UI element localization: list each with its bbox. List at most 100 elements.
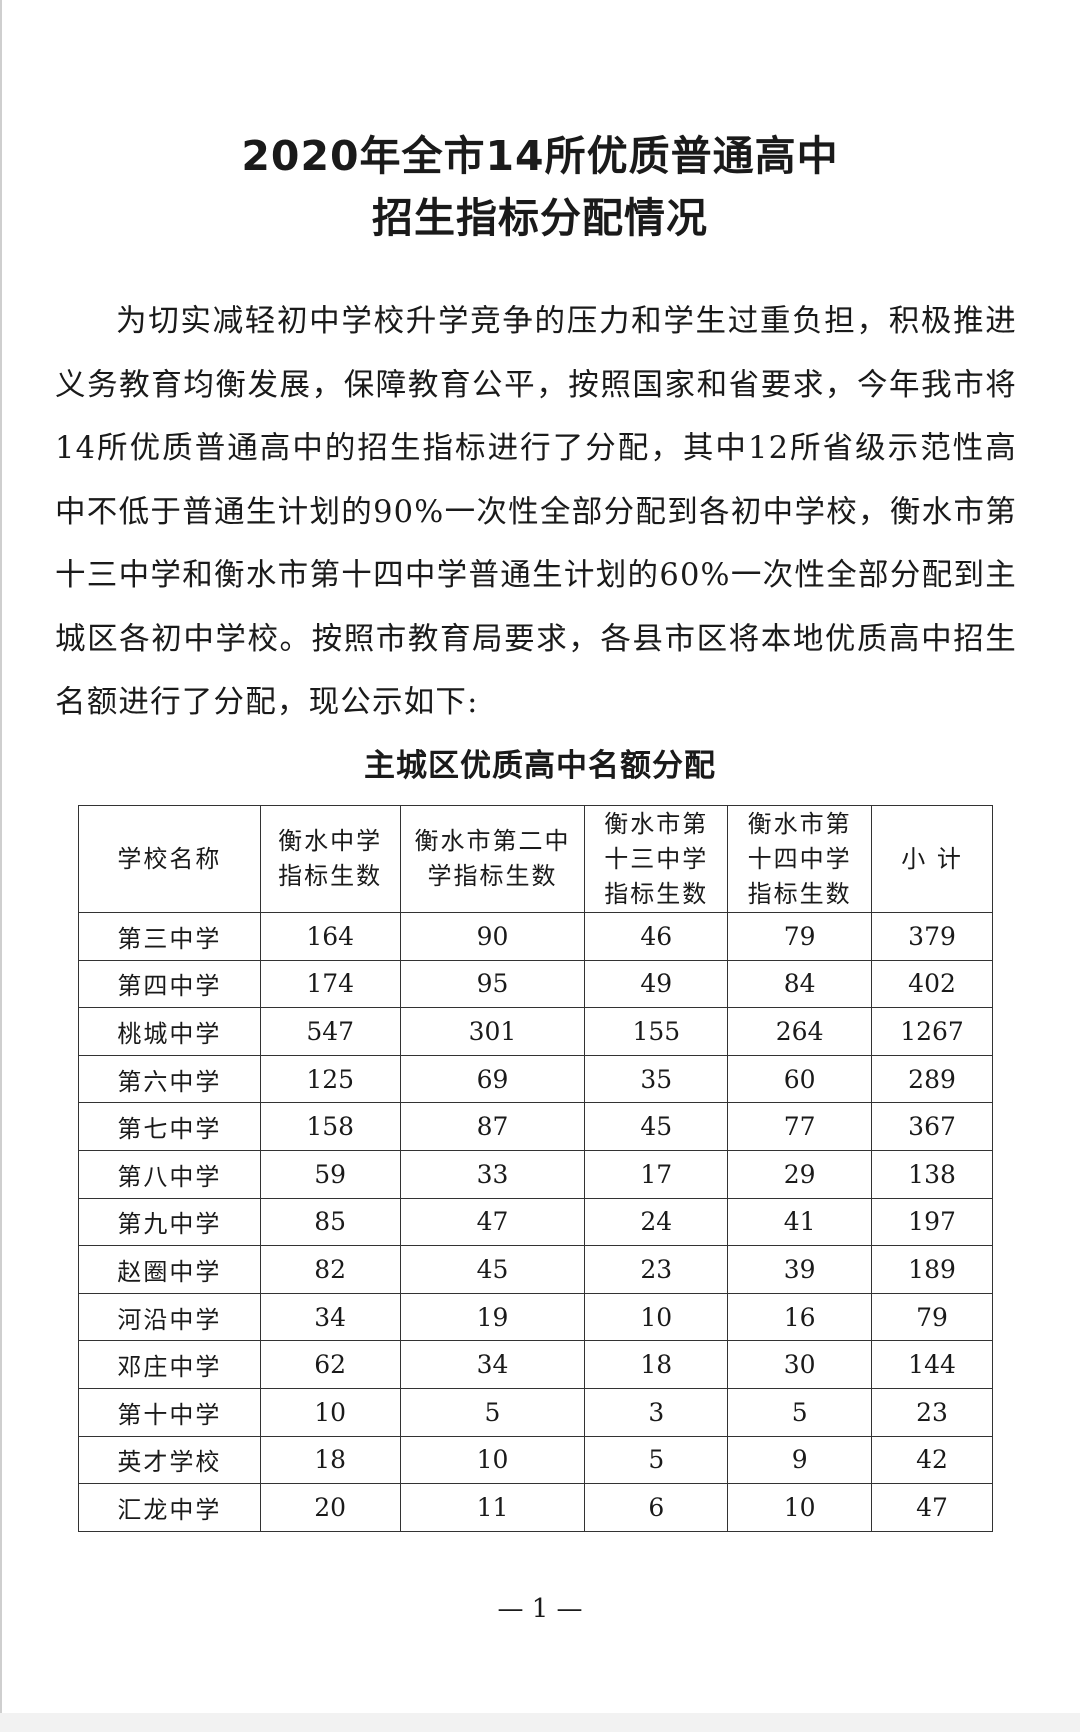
column-header-line: 衡水市第 [604, 809, 709, 838]
table-row: 第四中学 174 95 49 84 402 [78, 959, 993, 1009]
quota-cell: 85 [259, 1197, 401, 1247]
quota-cell: 10 [399, 1435, 586, 1485]
school-name-cell: 第三中学 [78, 912, 261, 961]
quota-cell: 87 [399, 1102, 586, 1151]
quota-cell: 402 [871, 959, 993, 1009]
quota-cell: 62 [259, 1340, 401, 1389]
table-row: 第十中学 10 5 3 5 23 [78, 1387, 993, 1437]
quota-cell: 19 [399, 1292, 586, 1342]
table-row: 第三中学 164 90 46 79 379 [78, 912, 993, 961]
quota-cell: 69 [399, 1054, 586, 1104]
quota-cell: 189 [871, 1245, 993, 1294]
quota-cell: 289 [871, 1054, 993, 1104]
quota-cell: 39 [727, 1245, 873, 1294]
quota-cell: 9 [727, 1435, 873, 1485]
quota-cell: 10 [727, 1483, 873, 1532]
quota-cell: 46 [584, 912, 729, 961]
quota-cell: 11 [399, 1483, 586, 1532]
quota-cell: 5 [399, 1387, 586, 1437]
quota-cell: 16 [727, 1292, 873, 1342]
quota-cell: 3 [584, 1387, 729, 1437]
quota-cell: 197 [871, 1197, 993, 1247]
quota-cell: 84 [727, 959, 873, 1009]
table-row: 桃城中学 547 301 155 264 1267 [78, 1007, 993, 1056]
quota-cell: 6 [584, 1483, 729, 1532]
column-header-line: 指标生数 [278, 862, 383, 890]
quota-cell: 547 [259, 1007, 401, 1056]
quota-cell: 125 [259, 1054, 401, 1104]
table-title: 主城区优质高中名额分配 [364, 748, 716, 784]
column-header-line: 衡水市第 [747, 809, 852, 838]
school-name-cell: 第六中学 [78, 1054, 261, 1104]
quota-cell: 144 [871, 1340, 993, 1389]
school-name-cell: 第八中学 [78, 1149, 261, 1199]
table-row: 邓庄中学 62 34 18 30 144 [78, 1340, 993, 1389]
school-name-cell: 第九中学 [78, 1197, 261, 1247]
quota-cell: 41 [727, 1197, 873, 1247]
quota-cell: 155 [584, 1007, 729, 1056]
page-edge [0, 0, 2, 1713]
school-name-cell: 英才学校 [78, 1435, 261, 1485]
quota-cell: 17 [584, 1149, 729, 1199]
table-row: 第九中学 85 47 24 41 197 [78, 1197, 993, 1247]
table-row: 汇龙中学 20 11 6 10 47 [78, 1483, 993, 1532]
quota-cell: 20 [259, 1483, 401, 1532]
quota-cell: 35 [584, 1054, 729, 1104]
quota-cell: 23 [584, 1245, 729, 1294]
table-row: 赵圈中学 82 45 23 39 189 [78, 1245, 993, 1294]
quota-cell: 90 [399, 912, 586, 961]
column-header: 衡水市第 十四中学 指标生数 [727, 805, 873, 913]
quota-cell: 5 [727, 1387, 873, 1437]
table-row: 英才学校 18 10 5 9 42 [78, 1435, 993, 1485]
column-header-line: 指标生数 [747, 879, 852, 908]
quota-cell: 60 [727, 1054, 873, 1104]
quota-cell: 30 [727, 1340, 873, 1389]
quota-table: 学校名称 衡水中学 指标生数 衡水市第二中 学指标生数 衡水市第 十三中学 指标生数 衡水市第十… [78, 805, 993, 1532]
column-header: 学校名称 [78, 805, 261, 913]
quota-cell: 379 [871, 912, 993, 961]
quota-cell: 174 [259, 959, 401, 1009]
table-header-row: 学校名称 衡水中学 指标生数 衡水市第二中 学指标生数 衡水市第 十三中学 指标生数 衡水市第十… [78, 805, 993, 913]
quota-cell: 34 [399, 1340, 586, 1389]
column-header: 衡水中学 指标生数 [259, 805, 401, 913]
column-header: 衡水市第 十三中学 指标生数 [584, 805, 729, 913]
quota-cell: 79 [727, 912, 873, 961]
quota-cell: 264 [727, 1007, 873, 1056]
quota-cell: 34 [259, 1292, 401, 1342]
table-row: 第六中学 125 69 35 60 289 [78, 1054, 993, 1104]
quota-cell: 1267 [871, 1007, 993, 1056]
title-line-2: 招生指标分配情况 [372, 194, 708, 242]
school-name-cell: 第四中学 [78, 959, 261, 1009]
quota-cell: 10 [584, 1292, 729, 1342]
column-header: 小 计 [871, 805, 993, 913]
quota-cell: 33 [399, 1149, 586, 1199]
quota-cell: 49 [584, 959, 729, 1009]
quota-cell: 45 [399, 1245, 586, 1294]
column-header-line: 指标生数 [604, 879, 709, 908]
quota-cell: 5 [584, 1435, 729, 1485]
quota-cell: 301 [399, 1007, 586, 1056]
quota-cell: 42 [871, 1435, 993, 1485]
quota-cell: 29 [727, 1149, 873, 1199]
quota-cell: 47 [871, 1483, 993, 1532]
quota-cell: 18 [584, 1340, 729, 1389]
quota-cell: 367 [871, 1102, 993, 1151]
school-name-cell: 邓庄中学 [78, 1340, 261, 1389]
school-name-cell: 河沿中学 [78, 1292, 261, 1342]
table-row: 河沿中学 34 19 10 16 79 [78, 1292, 993, 1342]
table-row: 第八中学 59 33 17 29 138 [78, 1149, 993, 1199]
school-name-cell: 汇龙中学 [78, 1483, 261, 1532]
quota-cell: 79 [871, 1292, 993, 1342]
quota-cell: 158 [259, 1102, 401, 1151]
quota-cell: 95 [399, 959, 586, 1009]
page-number: — 1 — [497, 1594, 583, 1624]
column-header: 衡水市第二中 学指标生数 [399, 805, 586, 913]
school-name-cell: 桃城中学 [78, 1007, 261, 1056]
quota-cell: 10 [259, 1387, 401, 1437]
quota-cell: 59 [259, 1149, 401, 1199]
school-name-cell: 第十中学 [78, 1387, 261, 1437]
column-header-line: 小 计 [901, 844, 963, 873]
column-header-line: 衡水市第二中 [414, 827, 571, 855]
quota-cell: 77 [727, 1102, 873, 1151]
intro-paragraph: 为切实减轻初中学校升学竞争的压力和学生过重负担，积极推进义务教育均衡发展，保障教… [55, 304, 1017, 720]
